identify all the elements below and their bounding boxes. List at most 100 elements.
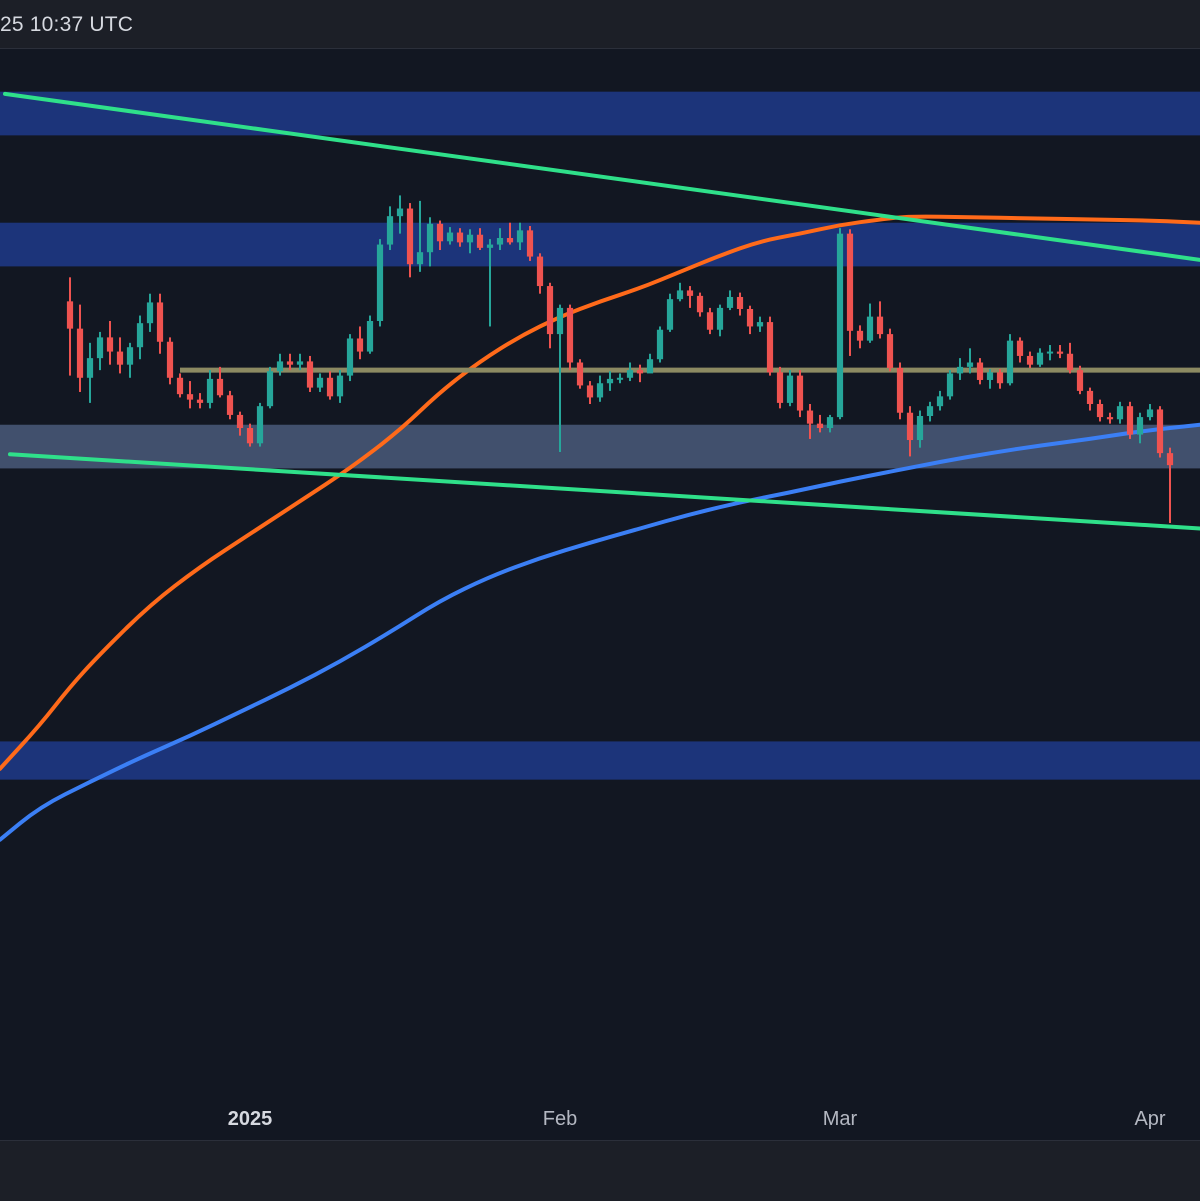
- candle-body: [1016, 340, 1024, 356]
- candle-body: [236, 414, 244, 429]
- price-chart-svg[interactable]: [0, 48, 1200, 1140]
- candle: [416, 200, 424, 272]
- candle: [166, 337, 174, 385]
- candle: [706, 307, 714, 335]
- candle: [326, 371, 334, 400]
- candle: [726, 290, 734, 311]
- candle: [116, 337, 124, 374]
- candle-body: [1066, 353, 1074, 371]
- candle-body: [256, 406, 264, 444]
- candle-body: [106, 337, 114, 352]
- candle-body: [616, 377, 624, 380]
- candle-body: [676, 290, 684, 300]
- candle-body: [346, 338, 354, 376]
- candle: [546, 282, 554, 349]
- candle-body: [946, 373, 954, 397]
- candle-body: [836, 233, 844, 418]
- candle: [246, 423, 254, 447]
- candle-body: [316, 377, 324, 388]
- candle-body: [906, 412, 914, 441]
- candle: [996, 369, 1004, 389]
- candle-body: [1076, 370, 1084, 391]
- candle-body: [726, 296, 734, 308]
- candle: [1136, 412, 1144, 444]
- candle-body: [1086, 390, 1094, 404]
- candle: [86, 342, 94, 403]
- candle-body: [996, 372, 1004, 384]
- candle: [1006, 334, 1014, 386]
- candle: [936, 390, 944, 411]
- candle-body: [246, 428, 254, 444]
- candle: [866, 303, 874, 343]
- candle-body: [426, 223, 434, 253]
- candle-body: [1026, 355, 1034, 365]
- candle-body: [666, 299, 674, 330]
- candle-body: [196, 399, 204, 403]
- candle: [446, 227, 454, 245]
- price-chart[interactable]: [0, 48, 1200, 1140]
- x-tick-label: Apr: [1134, 1108, 1166, 1130]
- candle: [596, 375, 604, 402]
- candle-body: [866, 316, 874, 341]
- candle-body: [736, 296, 744, 309]
- zone-layer: [0, 91, 1200, 780]
- candle: [256, 402, 264, 447]
- candle-body: [376, 244, 384, 321]
- candle-body: [166, 341, 174, 378]
- candle-body: [1006, 340, 1014, 384]
- candle-body: [626, 370, 634, 378]
- candle-body: [1156, 409, 1164, 454]
- candle: [356, 326, 364, 360]
- candle-body: [1046, 351, 1054, 354]
- candle: [856, 325, 864, 349]
- candle: [506, 222, 514, 245]
- candle-body: [186, 394, 194, 400]
- candle-body: [966, 362, 974, 367]
- candle: [496, 228, 504, 251]
- candle-body: [156, 302, 164, 342]
- candle: [106, 321, 114, 365]
- candle-body: [986, 372, 994, 380]
- candle-body: [206, 378, 214, 403]
- candle: [206, 370, 214, 409]
- candle: [1106, 412, 1114, 424]
- candle: [746, 305, 754, 335]
- candle: [176, 373, 184, 398]
- candle: [1096, 399, 1104, 422]
- chart-header-bar: 25 10:37 UTC: [0, 0, 1200, 49]
- candle: [1086, 387, 1094, 411]
- candle: [686, 286, 694, 308]
- candle: [636, 364, 644, 383]
- candle: [486, 239, 494, 327]
- candle: [286, 353, 294, 371]
- candle-body: [586, 385, 594, 398]
- candle-body: [696, 295, 704, 313]
- candle-body: [846, 233, 854, 331]
- candle-body: [576, 362, 584, 386]
- candle-body: [596, 383, 604, 398]
- candle-body: [776, 372, 784, 403]
- candle: [376, 239, 384, 327]
- candle-body: [886, 334, 894, 368]
- candle-body: [176, 377, 184, 395]
- candle-body: [486, 244, 494, 248]
- candle-body: [536, 256, 544, 287]
- candle: [156, 293, 164, 354]
- candle: [886, 328, 894, 372]
- x-tick-label: Feb: [542, 1108, 578, 1130]
- candle: [836, 228, 844, 420]
- candle-body: [716, 307, 724, 330]
- candle: [606, 371, 614, 391]
- candle: [386, 206, 394, 251]
- candle-body: [356, 338, 364, 352]
- candle: [476, 228, 484, 251]
- candle-body: [226, 395, 234, 415]
- candle: [576, 359, 584, 389]
- candle-body: [786, 375, 794, 403]
- candle-body: [456, 232, 464, 243]
- candle: [296, 353, 304, 371]
- candle: [786, 370, 794, 407]
- candle: [966, 348, 974, 374]
- candle: [1156, 406, 1164, 458]
- candle-body: [636, 370, 644, 374]
